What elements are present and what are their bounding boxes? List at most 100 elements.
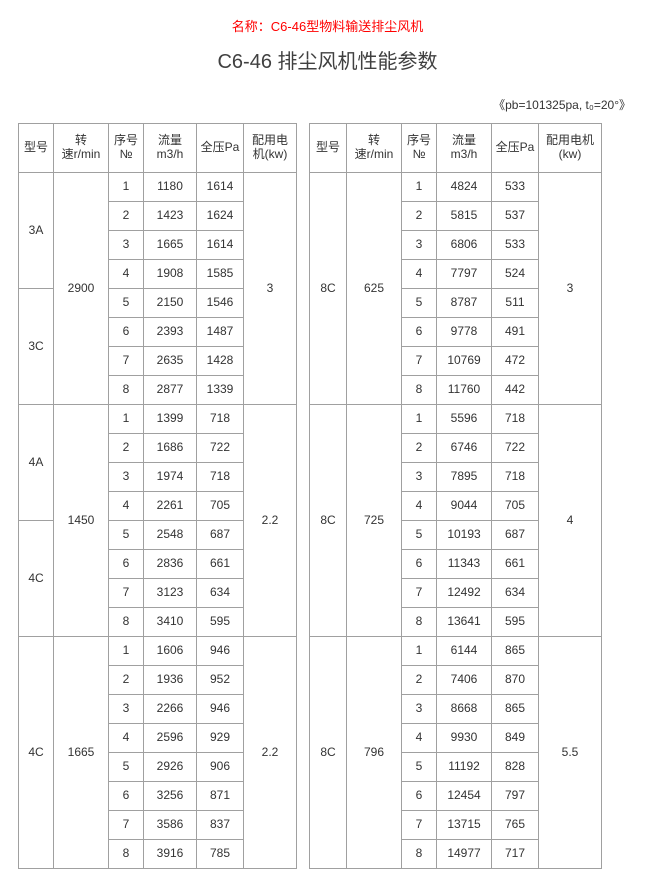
cell-no: 8 bbox=[109, 608, 144, 637]
cell-flow: 1180 bbox=[144, 173, 197, 202]
cell-flow: 1686 bbox=[144, 434, 197, 463]
cell-no: 5 bbox=[109, 521, 144, 550]
cell-no: 4 bbox=[402, 724, 437, 753]
cell-press: 595 bbox=[492, 608, 539, 637]
cell-no: 1 bbox=[402, 637, 437, 666]
header-row: 型号 转速r/min 序号№ 流量m3/h 全压Pa 配用电机(kw) bbox=[310, 124, 602, 173]
cell-speed: 1450 bbox=[54, 405, 109, 637]
cell-flow: 2548 bbox=[144, 521, 197, 550]
cell-flow: 14977 bbox=[437, 840, 492, 869]
cell-model: 3C bbox=[19, 289, 54, 405]
cell-press: 1624 bbox=[197, 202, 244, 231]
cell-flow: 1936 bbox=[144, 666, 197, 695]
cell-no: 3 bbox=[109, 463, 144, 492]
cell-motor: 5.5 bbox=[539, 637, 602, 869]
cell-press: 865 bbox=[492, 637, 539, 666]
cell-flow: 4824 bbox=[437, 173, 492, 202]
cell-no: 6 bbox=[109, 782, 144, 811]
cell-press: 1614 bbox=[197, 231, 244, 260]
cell-speed: 2900 bbox=[54, 173, 109, 405]
cell-press: 491 bbox=[492, 318, 539, 347]
cell-no: 7 bbox=[109, 579, 144, 608]
cell-no: 6 bbox=[402, 550, 437, 579]
cell-press: 718 bbox=[492, 463, 539, 492]
cell-no: 1 bbox=[402, 173, 437, 202]
cell-no: 3 bbox=[402, 695, 437, 724]
cell-flow: 2635 bbox=[144, 347, 197, 376]
cell-model: 4C bbox=[19, 521, 54, 637]
cell-flow: 2393 bbox=[144, 318, 197, 347]
col-speed: 转速r/min bbox=[347, 124, 402, 173]
cell-flow: 1908 bbox=[144, 260, 197, 289]
cell-press: 634 bbox=[492, 579, 539, 608]
cell-press: 705 bbox=[492, 492, 539, 521]
col-motor: 配用电机(kw) bbox=[244, 124, 297, 173]
cell-press: 472 bbox=[492, 347, 539, 376]
cell-model: 8C bbox=[310, 637, 347, 869]
cell-flow: 3123 bbox=[144, 579, 197, 608]
cell-press: 837 bbox=[197, 811, 244, 840]
cell-flow: 12492 bbox=[437, 579, 492, 608]
cell-press: 533 bbox=[492, 231, 539, 260]
cell-flow: 3916 bbox=[144, 840, 197, 869]
cell-no: 1 bbox=[402, 405, 437, 434]
cell-no: 3 bbox=[109, 231, 144, 260]
cell-model: 8C bbox=[310, 405, 347, 637]
cell-press: 765 bbox=[492, 811, 539, 840]
cell-no: 5 bbox=[402, 753, 437, 782]
cell-press: 717 bbox=[492, 840, 539, 869]
cell-speed: 725 bbox=[347, 405, 402, 637]
cell-flow: 12454 bbox=[437, 782, 492, 811]
cell-press: 785 bbox=[197, 840, 244, 869]
cell-motor: 2.2 bbox=[244, 637, 297, 869]
cell-no: 4 bbox=[402, 260, 437, 289]
cell-press: 946 bbox=[197, 695, 244, 724]
condition-note: 《pb=101325pa, t₀=20°》 bbox=[18, 96, 631, 113]
cell-flow: 7895 bbox=[437, 463, 492, 492]
cell-flow: 2836 bbox=[144, 550, 197, 579]
cell-flow: 13715 bbox=[437, 811, 492, 840]
cell-press: 595 bbox=[197, 608, 244, 637]
col-motor: 配用电机(kw) bbox=[539, 124, 602, 173]
cell-press: 952 bbox=[197, 666, 244, 695]
cell-press: 718 bbox=[492, 405, 539, 434]
table-row: 8C725155967184 bbox=[310, 405, 602, 434]
cell-flow: 5596 bbox=[437, 405, 492, 434]
cell-flow: 2877 bbox=[144, 376, 197, 405]
col-flow: 流量m3/h bbox=[144, 124, 197, 173]
col-model: 型号 bbox=[19, 124, 54, 173]
cell-flow: 10769 bbox=[437, 347, 492, 376]
cell-press: 1339 bbox=[197, 376, 244, 405]
cell-flow: 6806 bbox=[437, 231, 492, 260]
cell-press: 537 bbox=[492, 202, 539, 231]
cell-flow: 2261 bbox=[144, 492, 197, 521]
params-table-right: 型号 转速r/min 序号№ 流量m3/h 全压Pa 配用电机(kw) 8C 6 2… bbox=[309, 123, 602, 869]
cell-press: 687 bbox=[197, 521, 244, 550]
table-row: 3A29001118016143 bbox=[19, 173, 297, 202]
cell-press: 865 bbox=[492, 695, 539, 724]
cell-press: 1487 bbox=[197, 318, 244, 347]
cell-no: 4 bbox=[109, 492, 144, 521]
cell-press: 1428 bbox=[197, 347, 244, 376]
cell-no: 2 bbox=[402, 666, 437, 695]
cell-press: 722 bbox=[492, 434, 539, 463]
cell-flow: 7406 bbox=[437, 666, 492, 695]
cell-no: 5 bbox=[109, 753, 144, 782]
title-red: 名称：C6-46型物料输送排尘风机 bbox=[18, 16, 637, 35]
cell-press: 946 bbox=[197, 637, 244, 666]
cell-motor: 4 bbox=[539, 405, 602, 637]
cell-press: 705 bbox=[197, 492, 244, 521]
cell-no: 2 bbox=[402, 434, 437, 463]
cell-press: 533 bbox=[492, 173, 539, 202]
cell-flow: 2266 bbox=[144, 695, 197, 724]
cell-no: 7 bbox=[402, 811, 437, 840]
cell-no: 3 bbox=[402, 463, 437, 492]
cell-press: 797 bbox=[492, 782, 539, 811]
cell-no: 2 bbox=[109, 434, 144, 463]
cell-flow: 1974 bbox=[144, 463, 197, 492]
cell-no: 3 bbox=[109, 695, 144, 724]
cell-flow: 1399 bbox=[144, 405, 197, 434]
table-row: 8C796161448655.5 bbox=[310, 637, 602, 666]
cell-no: 8 bbox=[109, 376, 144, 405]
cell-no: 7 bbox=[402, 579, 437, 608]
